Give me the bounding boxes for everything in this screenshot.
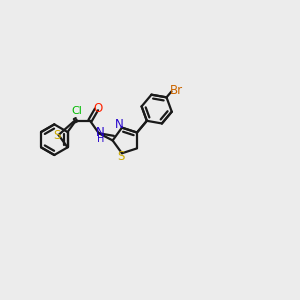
Text: N: N — [96, 126, 105, 140]
Text: S: S — [117, 150, 124, 163]
Text: O: O — [93, 102, 103, 115]
Text: N: N — [115, 118, 124, 130]
Text: Br: Br — [170, 84, 183, 98]
Text: Cl: Cl — [72, 106, 83, 116]
Text: H: H — [97, 134, 104, 143]
Text: S: S — [53, 129, 61, 142]
